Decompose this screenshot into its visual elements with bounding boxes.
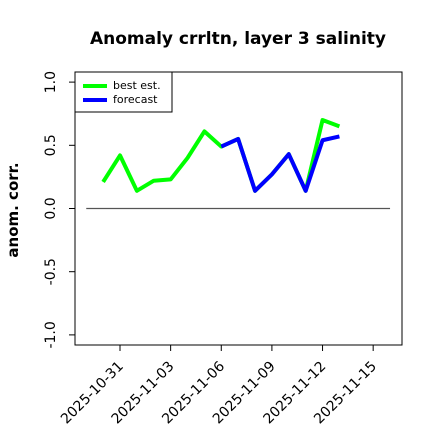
y-tick-label: 0.5	[43, 134, 59, 156]
y-axis-label: anom. corr.	[4, 162, 22, 257]
chart-title: Anomaly crrltn, layer 3 salinity	[90, 29, 386, 49]
series-line	[220, 134, 340, 193]
legend-label: best est.	[113, 79, 161, 92]
y-tick-label: 1.0	[43, 71, 59, 93]
y-tick-label: -1.0	[43, 321, 59, 348]
y-tick-label: -0.5	[43, 258, 59, 285]
legend-box	[74, 71, 173, 113]
y-tick-label: 0.0	[43, 197, 59, 219]
legend-label: forecast	[113, 93, 158, 106]
series-line	[101, 118, 341, 193]
